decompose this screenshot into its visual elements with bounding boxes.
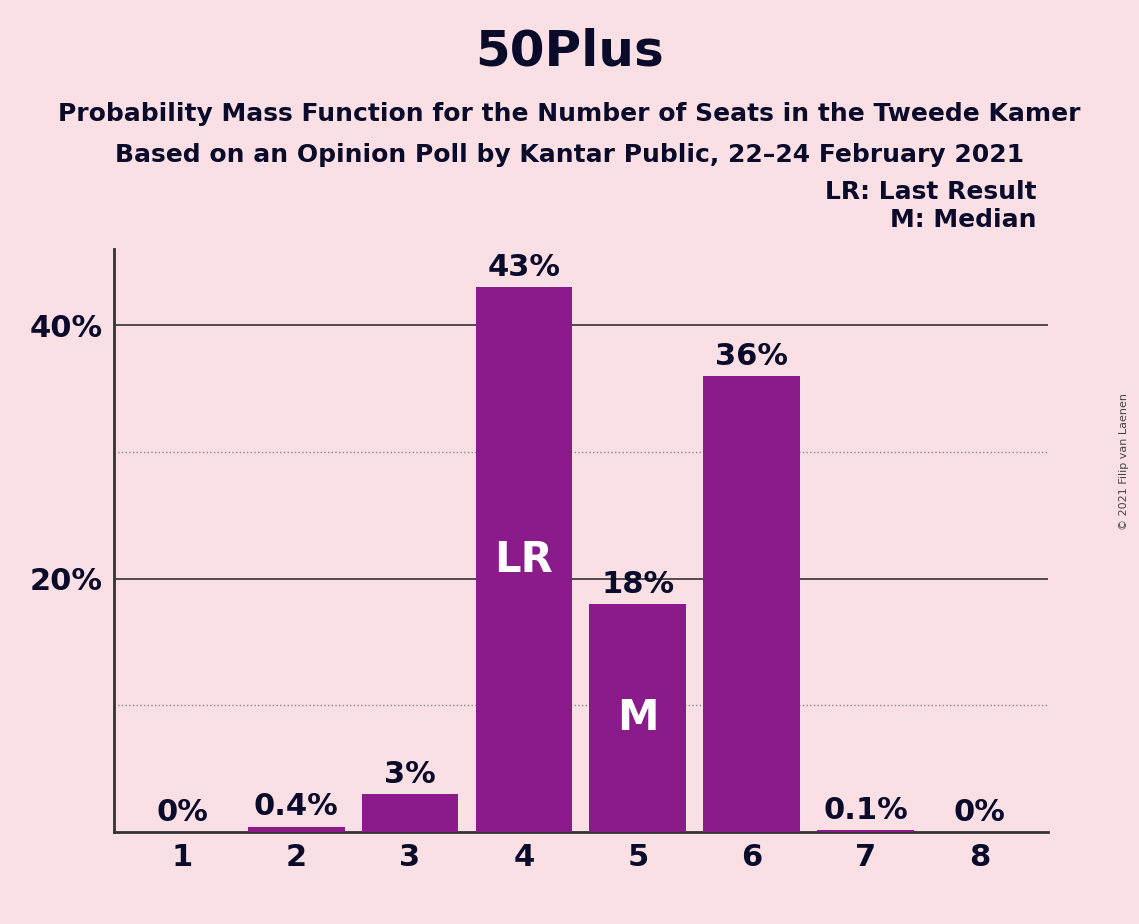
Bar [476, 287, 573, 832]
Bar [362, 794, 458, 832]
Bar [704, 376, 801, 832]
Text: Based on an Opinion Poll by Kantar Public, 22–24 February 2021: Based on an Opinion Poll by Kantar Publi… [115, 143, 1024, 167]
Text: © 2021 Filip van Laenen: © 2021 Filip van Laenen [1120, 394, 1129, 530]
Text: M: M [617, 697, 658, 738]
Bar [590, 603, 687, 832]
Text: 0.4%: 0.4% [254, 793, 338, 821]
Bar [818, 831, 915, 832]
Text: 0%: 0% [156, 797, 208, 827]
Text: LR: LR [494, 539, 554, 580]
Text: Probability Mass Function for the Number of Seats in the Tweede Kamer: Probability Mass Function for the Number… [58, 102, 1081, 126]
Text: LR: Last Result: LR: Last Result [825, 180, 1036, 204]
Text: 43%: 43% [487, 253, 560, 283]
Text: 50Plus: 50Plus [475, 28, 664, 76]
Bar [248, 827, 344, 832]
Text: 36%: 36% [715, 342, 788, 371]
Text: M: Median: M: Median [890, 208, 1036, 232]
Text: 0.1%: 0.1% [823, 796, 908, 825]
Text: 18%: 18% [601, 570, 674, 599]
Text: 0%: 0% [953, 797, 1006, 827]
Text: 3%: 3% [384, 760, 436, 788]
